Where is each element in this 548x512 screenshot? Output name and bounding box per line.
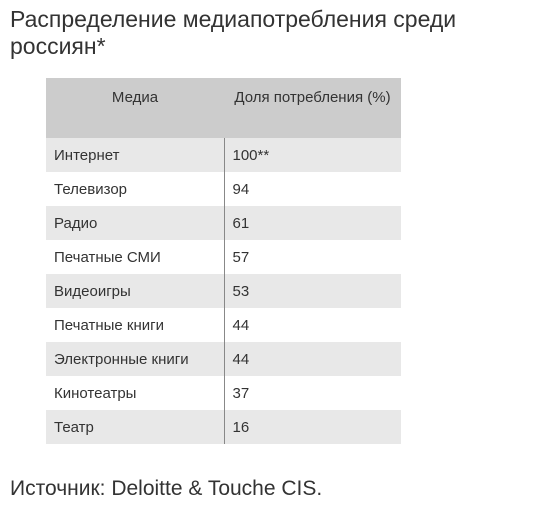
media-name-cell: Электронные книги [46, 342, 224, 376]
table-row: Кинотеатры 37 [46, 376, 401, 410]
media-name-cell: Интернет [46, 138, 224, 172]
media-name-cell: Печатные СМИ [46, 240, 224, 274]
table-row: Радио 61 [46, 206, 401, 240]
share-value-cell: 44 [223, 342, 401, 376]
share-value-cell: 94 [223, 172, 401, 206]
media-name-cell: Театр [46, 410, 224, 444]
table-row: Телевизор 94 [46, 172, 401, 206]
media-name-cell: Кинотеатры [46, 376, 224, 410]
table-row: Печатные СМИ 57 [46, 240, 401, 274]
media-name-cell: Радио [46, 206, 224, 240]
share-value-cell: 100** [223, 138, 401, 172]
share-value-cell: 57 [223, 240, 401, 274]
share-value-cell: 61 [223, 206, 401, 240]
chart-title: Распределение медиапотребления среди рос… [10, 6, 457, 59]
table-row: Интернет 100** [46, 138, 401, 172]
media-name-cell: Печатные книги [46, 308, 224, 342]
media-name-cell: Телевизор [46, 172, 224, 206]
media-name-cell: Видеоигры [46, 274, 224, 308]
table-header-row: Медиа Доля потребления (%) [46, 78, 401, 138]
share-value-cell: 16 [223, 410, 401, 444]
share-value-cell: 37 [223, 376, 401, 410]
table-body: Интернет 100** Телевизор 94 Радио 61 Печатные … [46, 138, 401, 444]
media-consumption-table: Медиа Доля потребления (%) Интернет 100**… [46, 78, 401, 444]
column-header-share: Доля потребления (%) [224, 78, 401, 138]
table-row: Театр 16 [46, 410, 401, 444]
table-row: Видеоигры 53 [46, 274, 401, 308]
column-header-media: Медиа [46, 78, 224, 138]
share-value-cell: 53 [223, 274, 401, 308]
source-note: Источник: Deloitte & Touche CIS. [10, 477, 323, 500]
share-value-cell: 44 [223, 308, 401, 342]
table-row: Электронные книги 44 [46, 342, 401, 376]
table-row: Печатные книги 44 [46, 308, 401, 342]
